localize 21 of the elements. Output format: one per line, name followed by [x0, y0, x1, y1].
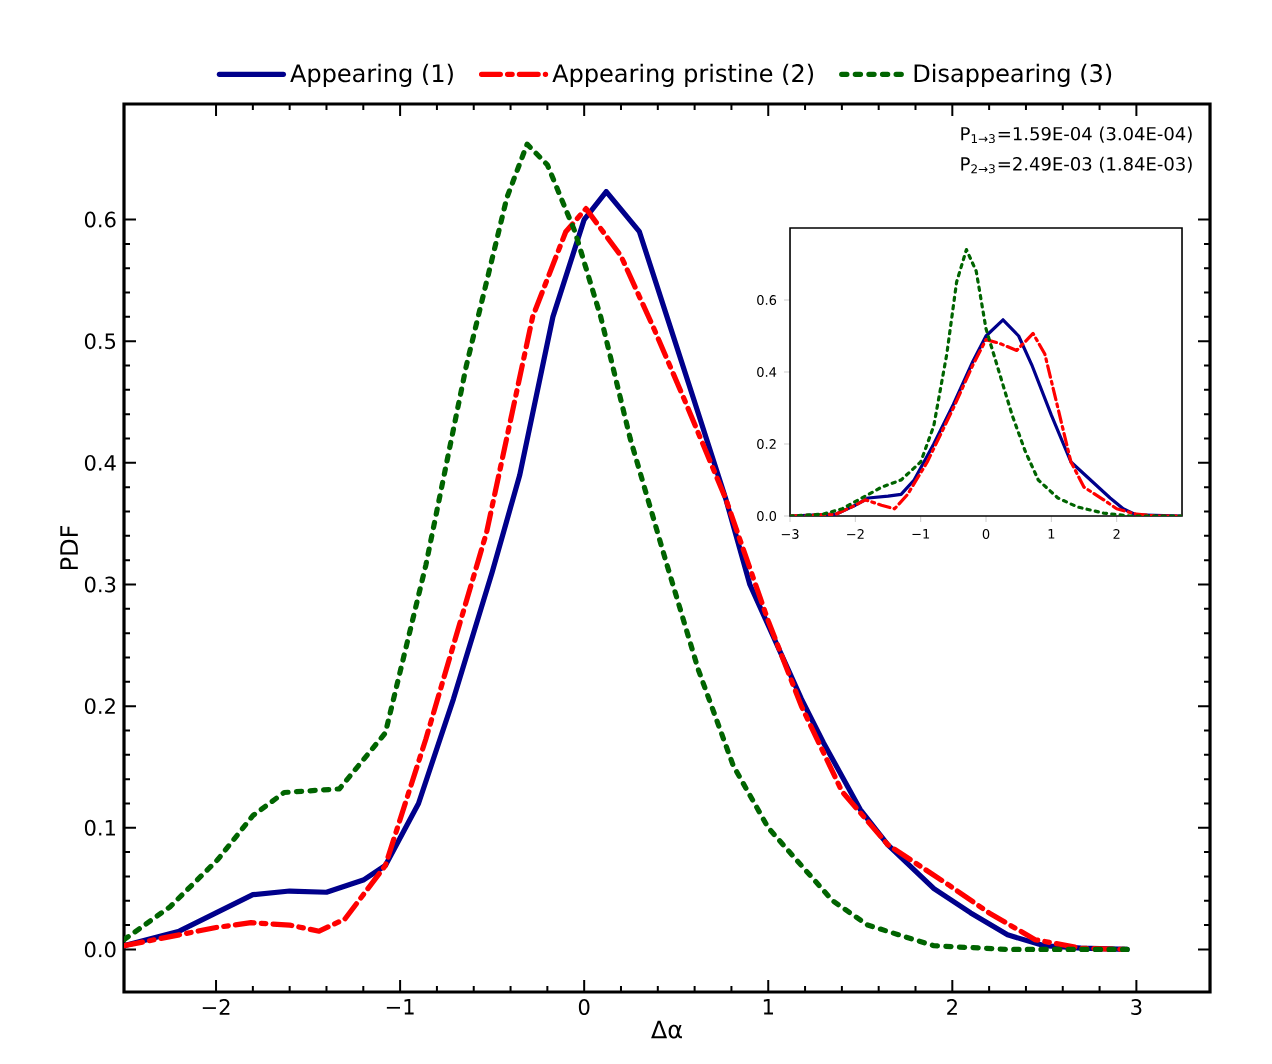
y-tick-label: 0.3 — [84, 576, 116, 593]
legend-label: Appearing (1) — [290, 63, 453, 87]
x-tick-label: 1 — [763, 999, 773, 1015]
y-tick-label: 0.0 — [84, 941, 116, 958]
x-tick-label: −1 — [386, 999, 414, 1015]
x-axis-title: Δα — [651, 1020, 682, 1039]
annotation: P$_{1→3}$=1.59E-04 (3.04E-04) — [961, 126, 1192, 144]
y-tick-label: 0.4 — [84, 454, 116, 471]
x-tick-label: 3 — [1131, 999, 1142, 1015]
y-tick-label: 0.1 — [84, 819, 115, 836]
y-tick-label: 0.6 — [84, 211, 116, 228]
x-tick-label: 2 — [947, 999, 957, 1015]
legend-label: Appearing pristine (2) — [552, 63, 814, 87]
y-tick-label: 0.2 — [84, 698, 115, 715]
x-tick-label: −2 — [202, 999, 230, 1015]
legend-label: Disappearing (3) — [914, 63, 1112, 87]
annotation: P$_{2→3}$=2.49E-03 (1.84E-03) — [961, 156, 1192, 174]
x-tick-label: 0 — [578, 999, 590, 1015]
y-tick-label: 0.5 — [84, 333, 116, 350]
y-axis-title: PDF — [60, 526, 78, 570]
line-series — [790, 248, 1183, 516]
